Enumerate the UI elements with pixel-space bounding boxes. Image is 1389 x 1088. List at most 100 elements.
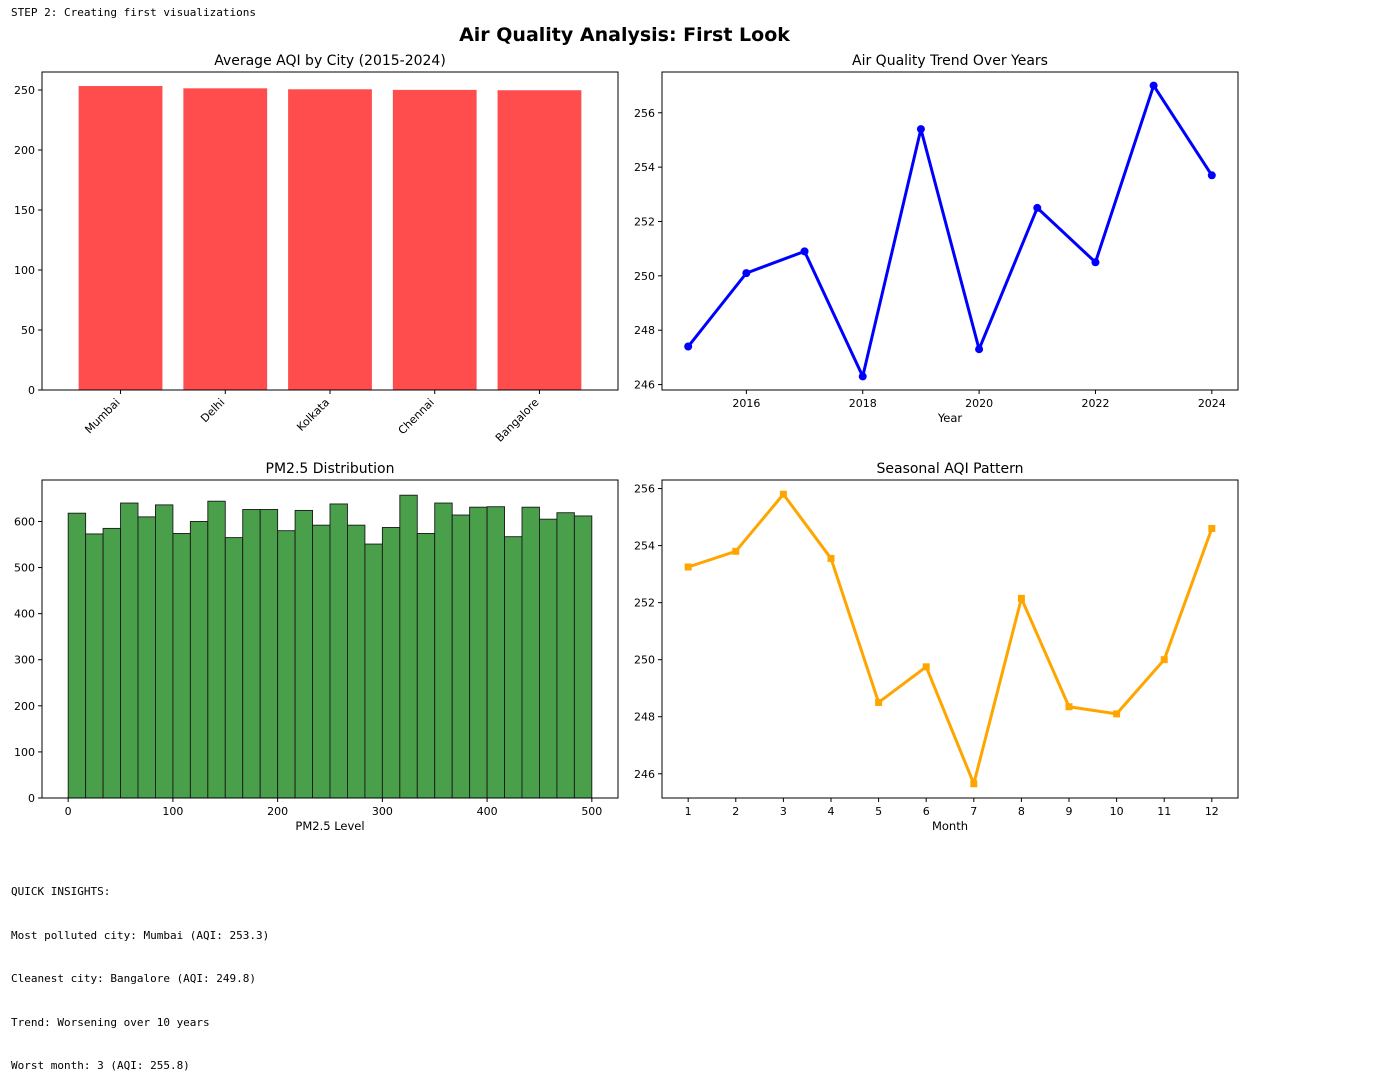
histogram-bin xyxy=(381,527,401,799)
histogram-bin xyxy=(416,533,436,799)
histogram-chart-xtick-label: 100 xyxy=(162,805,183,818)
trend-chart-frame xyxy=(661,71,1239,391)
trend-chart-point xyxy=(684,342,693,351)
histogram-chart-xtick-label: 200 xyxy=(267,805,288,818)
seasonal-chart-xtick-label: 5 xyxy=(875,805,882,818)
histogram-bin xyxy=(556,512,575,799)
seasonal-chart-xtick-label: 9 xyxy=(1066,805,1073,818)
trend-chart-ytick-label: 256 xyxy=(634,107,655,120)
histogram-chart-xtick-label: 400 xyxy=(477,805,498,818)
histogram-chart-ytick-label: 200 xyxy=(14,700,35,713)
figure-canvas: Average AQI by City (2015-2024)050100150… xyxy=(14,53,1239,833)
trend-chart-xtick-label: 2020 xyxy=(965,397,993,410)
histogram-chart-ytick-label: 300 xyxy=(14,654,35,667)
histogram-chart-title: PM2.5 Distribution xyxy=(266,461,395,477)
bar-delhi xyxy=(183,88,268,390)
seasonal-chart-xtick-label: 12 xyxy=(1205,805,1219,818)
histogram-bin xyxy=(451,514,471,799)
console-insights: QUICK INSIGHTS: Most polluted city: Mumb… xyxy=(11,856,269,1088)
bar-chart-xtick-label: Bangalore xyxy=(493,396,542,445)
console-step-line: STEP 2: Creating first visualizations xyxy=(11,6,257,19)
trend-chart-point xyxy=(1149,81,1158,90)
seasonal-chart-ytick-label: 248 xyxy=(634,711,655,724)
seasonal-chart-xtick-label: 6 xyxy=(923,805,930,818)
bar-chart-ytick-label: 50 xyxy=(21,324,35,337)
trend-chart-ytick-label: 254 xyxy=(634,161,655,174)
seasonal-chart-point xyxy=(1113,710,1121,718)
bar-chart-ytick-label: 100 xyxy=(14,264,35,277)
trend-chart-ytick-label: 252 xyxy=(634,215,655,228)
insights-most-polluted: Most polluted city: Mumbai (AQI: 253.3) xyxy=(11,928,270,942)
seasonal-chart-point xyxy=(779,490,787,498)
histogram-bin xyxy=(259,509,279,799)
histogram-bin xyxy=(155,504,174,799)
histogram-bin xyxy=(434,502,453,799)
histogram-bin xyxy=(277,530,296,799)
trend-chart-point xyxy=(742,269,751,278)
bar-chart-xtick-label: Chennai xyxy=(396,396,437,437)
histogram-chart-ytick-label: 500 xyxy=(14,562,35,575)
bar-chart-ytick-label: 250 xyxy=(14,84,35,97)
histogram-chart-xtick-label: 0 xyxy=(65,805,72,818)
trend-chart-ytick-label: 248 xyxy=(634,324,655,337)
histogram-bin xyxy=(347,524,366,799)
trend-chart-series-line xyxy=(687,84,1214,378)
seasonal-chart-point xyxy=(1017,594,1025,602)
trend-chart-xtick-label: 2016 xyxy=(732,397,760,410)
seasonal-chart-title: Seasonal AQI Pattern xyxy=(876,461,1023,477)
histogram-bin xyxy=(85,533,104,799)
seasonal-chart-point xyxy=(970,780,978,788)
trend-chart-xlabel: Year xyxy=(937,411,963,425)
seasonal-chart-xtick-label: 8 xyxy=(1018,805,1025,818)
seasonal-chart-ytick-label: 256 xyxy=(634,483,655,496)
histogram-chart-xtick-label: 500 xyxy=(581,805,602,818)
trend-chart-point xyxy=(975,345,984,354)
histogram-bin xyxy=(573,515,593,799)
seasonal-chart-xtick-label: 10 xyxy=(1110,805,1124,818)
histogram-bin xyxy=(67,512,87,799)
chart-pm25-histogram: PM2.5 Distribution 0 100 200 300 400 500 600 0 10… xyxy=(14,461,619,833)
trend-chart-xtick-label: 2018 xyxy=(849,397,877,410)
histogram-bin xyxy=(329,503,348,799)
histogram-bin xyxy=(469,506,488,799)
bar-kolkata xyxy=(288,89,372,390)
histogram-bin xyxy=(102,527,121,799)
seasonal-chart-point xyxy=(827,554,835,562)
histogram-bin xyxy=(207,500,226,799)
histogram-bin xyxy=(399,494,418,799)
seasonal-chart-xtick-label: 2 xyxy=(732,805,739,818)
seasonal-chart-frame xyxy=(661,479,1239,799)
chart-city-aqi-bar: Average AQI by City (2015-2024) 0 50 100 150… xyxy=(14,53,619,445)
seasonal-chart-xtick-label: 1 xyxy=(685,805,692,818)
trend-chart-point xyxy=(800,247,809,256)
histogram-bin xyxy=(242,509,261,799)
trend-chart-point xyxy=(916,125,925,134)
bar-chennai xyxy=(392,89,477,390)
insights-worst-month: Worst month: 3 (AQI: 255.8) xyxy=(11,1059,190,1072)
histogram-bin xyxy=(137,516,156,799)
histogram-chart-ytick-label: 600 xyxy=(14,515,35,528)
histogram-bin xyxy=(504,536,523,799)
seasonal-chart-ytick-label: 246 xyxy=(634,768,655,781)
seasonal-chart-point xyxy=(684,563,692,571)
bar-chart-xtick-label: Delhi xyxy=(198,396,227,425)
trend-chart-ytick-label: 250 xyxy=(634,270,655,283)
seasonal-chart-point xyxy=(922,663,930,671)
histogram-chart-frame xyxy=(41,479,619,799)
trend-chart-ytick-label: 246 xyxy=(634,379,655,392)
histogram-bin xyxy=(224,537,244,799)
histogram-bin xyxy=(486,506,505,799)
seasonal-chart-ytick-label: 252 xyxy=(634,597,655,610)
bar-bangalore xyxy=(497,90,582,391)
seasonal-chart-ytick-label: 250 xyxy=(634,654,655,667)
histogram-chart-xtick-label: 300 xyxy=(372,805,393,818)
trend-chart-point xyxy=(1091,258,1100,267)
bar-chart-xtick-label: Mumbai xyxy=(82,396,122,436)
insights-heading: QUICK INSIGHTS: xyxy=(11,885,111,898)
histogram-chart-xlabel: PM2.5 Level xyxy=(295,819,364,833)
seasonal-chart-point xyxy=(875,698,883,706)
bar-chart-ytick-label: 0 xyxy=(28,384,35,397)
seasonal-chart-xtick-label: 11 xyxy=(1157,805,1171,818)
trend-chart-point xyxy=(858,372,867,381)
trend-chart-xtick-label: 2022 xyxy=(1081,397,1109,410)
